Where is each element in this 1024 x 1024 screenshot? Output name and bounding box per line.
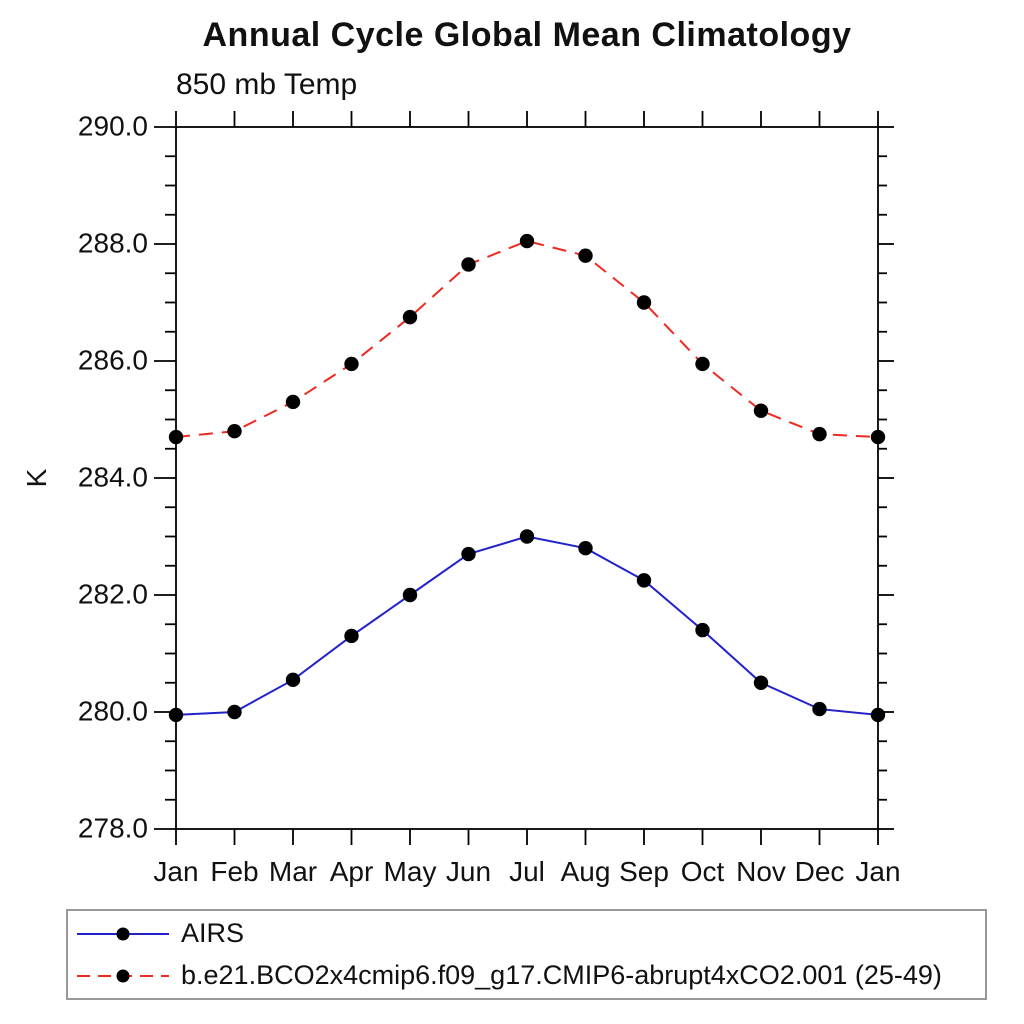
y-tick-label: 282.0 bbox=[78, 578, 148, 609]
series-0-marker bbox=[168, 707, 184, 723]
series-1-marker bbox=[285, 394, 301, 410]
series-1-marker bbox=[812, 426, 827, 442]
x-tick-label: Jan bbox=[153, 856, 198, 887]
series-0-marker bbox=[870, 707, 886, 723]
y-tick-label: 278.0 bbox=[78, 812, 148, 843]
y-tick-label: 290.0 bbox=[78, 110, 148, 141]
legend-row-airs: AIRS bbox=[73, 915, 985, 953]
legend-label-airs: AIRS bbox=[181, 918, 245, 948]
series-1-marker bbox=[695, 356, 710, 372]
chart-title: Annual Cycle Global Mean Climatology bbox=[202, 16, 852, 54]
series-line-0 bbox=[175, 535, 879, 716]
series-1-marker bbox=[344, 356, 359, 372]
series-1-marker bbox=[636, 295, 652, 310]
series-line-1 bbox=[175, 240, 879, 439]
series-0-marker bbox=[519, 529, 535, 544]
series-1-marker bbox=[870, 429, 886, 445]
axis-frame bbox=[175, 126, 879, 830]
x-tick-label: Jan bbox=[855, 856, 900, 887]
series-0-marker bbox=[285, 672, 301, 688]
series-0-marker bbox=[636, 573, 652, 588]
series-0-marker bbox=[461, 546, 476, 562]
series-1-marker bbox=[227, 424, 242, 439]
legend-sample-line-dashed bbox=[77, 969, 169, 982]
x-tick-label: Sep bbox=[619, 856, 669, 887]
x-tick-label: Jun bbox=[446, 856, 491, 887]
legend-sample-line-solid bbox=[77, 927, 169, 940]
x-tick-label: May bbox=[384, 856, 437, 887]
legend-marker-dot bbox=[116, 969, 130, 982]
series-1-marker bbox=[402, 309, 418, 325]
x-tick-label: Oct bbox=[681, 856, 725, 887]
series-1-marker bbox=[578, 248, 593, 263]
y-tick-label: 288.0 bbox=[78, 227, 148, 258]
series-0-marker bbox=[812, 701, 827, 717]
series-0-marker bbox=[402, 587, 418, 603]
series-0-marker bbox=[753, 675, 769, 690]
x-tick-label: Apr bbox=[330, 856, 374, 887]
y-axis-title: K bbox=[21, 468, 52, 487]
y-tick-label: 286.0 bbox=[78, 344, 148, 375]
series-0-marker bbox=[344, 628, 359, 644]
x-tick-label: Nov bbox=[736, 856, 786, 887]
chart-subtitle: 850 mb Temp bbox=[176, 68, 358, 101]
legend-row-model: b.e21.BCO2x4cmip6.f09_g17.CMIP6-abrupt4x… bbox=[73, 957, 985, 995]
x-tick-label: Jul bbox=[509, 856, 545, 887]
legend-marker-dot bbox=[116, 927, 130, 940]
x-tick-label: Dec bbox=[795, 856, 845, 887]
legend: AIRS b.e21.BCO2x4cmip6.f09_g17.CMIP6-abr… bbox=[66, 909, 987, 1000]
series-0-marker bbox=[227, 704, 242, 720]
x-tick-label: Aug bbox=[561, 856, 611, 887]
series-0-marker bbox=[578, 541, 593, 556]
series-0-marker bbox=[695, 622, 710, 638]
x-tick-label: Mar bbox=[269, 856, 317, 887]
series-1-marker bbox=[461, 257, 476, 272]
series-1-marker bbox=[753, 403, 769, 418]
series-1-marker bbox=[519, 233, 535, 249]
series-1-marker bbox=[168, 429, 184, 445]
y-tick-label: 280.0 bbox=[78, 695, 148, 726]
y-tick-label: 284.0 bbox=[78, 461, 148, 492]
legend-label-model: b.e21.BCO2x4cmip6.f09_g17.CMIP6-abrupt4x… bbox=[181, 960, 942, 990]
x-tick-label: Feb bbox=[210, 856, 258, 887]
